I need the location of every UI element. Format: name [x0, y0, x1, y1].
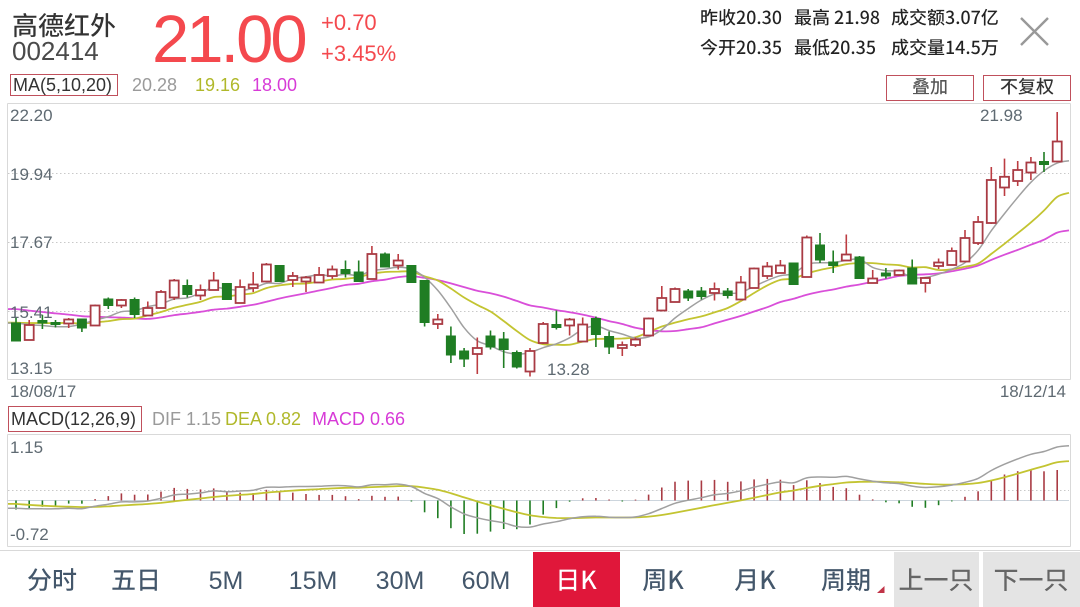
- svg-text:15.41: 15.41: [10, 303, 53, 322]
- svg-text:60M: 60M: [462, 567, 511, 595]
- svg-text:20.28: 20.28: [132, 75, 177, 95]
- svg-text:MA(5,10,20): MA(5,10,20): [13, 75, 112, 95]
- svg-text:19.94: 19.94: [10, 165, 53, 184]
- svg-text:1.15: 1.15: [10, 438, 43, 457]
- svg-text:18.00: 18.00: [252, 75, 297, 95]
- svg-text:13.28: 13.28: [547, 360, 590, 379]
- svg-text:18/08/17: 18/08/17: [10, 382, 76, 401]
- svg-text:DIF 1.15: DIF 1.15: [152, 409, 221, 429]
- svg-text:19.16: 19.16: [195, 75, 240, 95]
- svg-text:002414: 002414: [12, 36, 99, 66]
- svg-text:+3.45%: +3.45%: [321, 41, 396, 66]
- svg-text:MACD 0.66: MACD 0.66: [312, 409, 405, 429]
- svg-text:13.15: 13.15: [10, 359, 53, 378]
- svg-text:15M: 15M: [289, 567, 338, 595]
- svg-text:21.00: 21.00: [152, 2, 305, 77]
- svg-text:5M: 5M: [209, 567, 244, 595]
- svg-text:21.98: 21.98: [980, 106, 1023, 125]
- svg-text:+0.70: +0.70: [321, 10, 377, 35]
- svg-text:-0.72: -0.72: [10, 525, 49, 544]
- svg-text:18/12/14: 18/12/14: [1000, 382, 1066, 401]
- svg-text:30M: 30M: [376, 567, 425, 595]
- svg-text:DEA 0.82: DEA 0.82: [225, 409, 301, 429]
- svg-text:17.67: 17.67: [10, 233, 53, 252]
- svg-text:22.20: 22.20: [10, 106, 53, 125]
- svg-text:MACD(12,26,9): MACD(12,26,9): [11, 409, 136, 429]
